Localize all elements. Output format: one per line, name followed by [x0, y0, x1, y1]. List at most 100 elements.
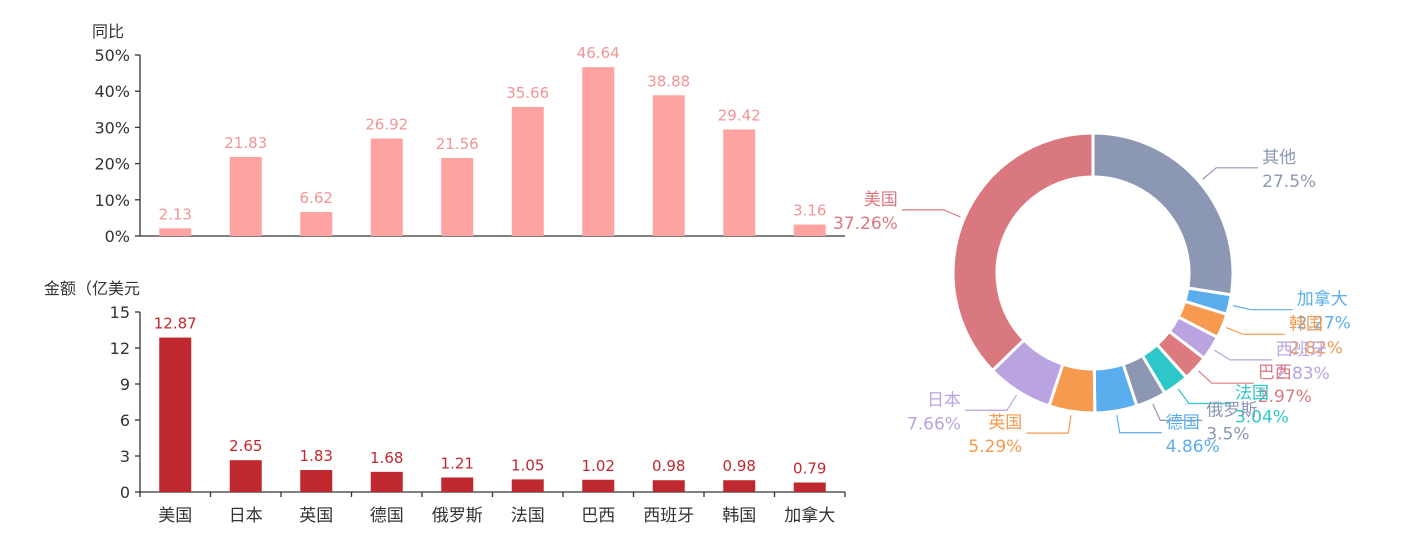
- yoy-data-label: 46.64: [577, 44, 620, 62]
- amount-y-tick-label: 15: [110, 303, 130, 322]
- amount-category-label: 英国: [299, 506, 333, 526]
- amount-y-tick-label: 12: [110, 339, 130, 358]
- amount-data-label: 1.05: [511, 456, 544, 474]
- yoy-data-label: 26.92: [365, 116, 408, 134]
- amount-category-label: 德国: [370, 506, 404, 526]
- amount-category-label: 法国: [511, 506, 545, 526]
- donut-slice-value: 2.27%: [1297, 314, 1351, 334]
- yoy-bar-chart: 同比 0% 10% 20% 30% 40% 50% 2.13 21.83 6.62 26.92 21…: [92, 22, 845, 246]
- share-donut-chart: 其他 27.5% 加拿大 2.27%韩国 2.82%西班牙 2.83%巴西 2.97%法国 3…: [833, 131, 1351, 457]
- donut-leader-line: [1177, 388, 1231, 405]
- amount-data-label: 1.83: [300, 447, 333, 465]
- yoy-y-tick-label: 50%: [94, 46, 130, 65]
- donut-slice-value: 3.5%: [1206, 424, 1249, 444]
- yoy-bar: [300, 212, 333, 236]
- amount-bar-chart: 金额（亿美元 0 3 6 9 12 15 12.87 2.65 1.83 1.68 1.21 1.05…: [44, 279, 846, 526]
- amount-data-label: 2.65: [229, 437, 262, 455]
- amount-data-label: 1.02: [582, 457, 615, 475]
- amount-bar: [370, 471, 403, 492]
- yoy-data-label: 29.42: [718, 106, 761, 124]
- donut-leader-line: [1116, 414, 1162, 434]
- yoy-data-label: 35.66: [506, 84, 549, 102]
- yoy-data-label: 3.16: [793, 202, 826, 220]
- donut-leader-line: [1202, 167, 1259, 180]
- amount-y-tick-label: 3: [120, 447, 130, 466]
- donut-leader-line: [901, 209, 961, 218]
- donut-slice-name: 巴西: [1258, 363, 1292, 383]
- donut-slice-name: 日本: [927, 390, 961, 410]
- donut-slice-value: 37.26%: [833, 214, 898, 234]
- amount-category-label: 美国: [158, 506, 192, 526]
- donut-slice-name: 西班牙: [1276, 340, 1327, 360]
- donut-leader-line: [1226, 326, 1285, 335]
- yoy-axis-title: 同比: [92, 22, 124, 41]
- donut-leader-line: [1214, 349, 1272, 361]
- donut-slice-name: 其他: [1262, 148, 1296, 168]
- amount-bar: [793, 482, 826, 492]
- donut-slice-name: 韩国: [1289, 314, 1323, 334]
- amount-data-label: 0.98: [723, 457, 756, 475]
- amount-category-label: 俄罗斯: [432, 506, 483, 526]
- amount-data-label: 1.21: [441, 454, 474, 472]
- yoy-bar: [652, 95, 685, 237]
- donut-leader-line: [964, 394, 1018, 411]
- amount-bar: [723, 480, 756, 492]
- amount-data-label: 0.98: [652, 457, 685, 475]
- amount-category-label: 日本: [229, 506, 263, 526]
- donut-leader-line: [1233, 305, 1293, 311]
- yoy-y-tick-label: 0%: [105, 227, 130, 246]
- yoy-bar: [793, 224, 826, 236]
- amount-bar: [582, 479, 615, 492]
- amount-axis-title: 金额（亿美元: [44, 279, 140, 298]
- donut-slice-name: 加拿大: [1297, 289, 1348, 310]
- donut-slice-name: 英国: [988, 413, 1022, 433]
- donut-slice-name: 美国: [864, 190, 898, 210]
- yoy-data-label: 6.62: [300, 189, 333, 207]
- amount-category-label: 韩国: [722, 506, 756, 526]
- yoy-bar: [159, 228, 192, 236]
- yoy-data-label: 38.88: [647, 72, 690, 90]
- amount-category-label: 巴西: [581, 506, 615, 526]
- donut-slice-value: 4.86%: [1166, 437, 1220, 457]
- yoy-data-label: 2.13: [159, 205, 192, 223]
- yoy-y-tick-label: 10%: [94, 191, 130, 210]
- donut-slice-name: 法国: [1235, 384, 1269, 404]
- donut-leader-line: [1198, 370, 1254, 384]
- amount-y-tick-label: 0: [120, 483, 130, 502]
- donut-leader-line: [1152, 403, 1203, 421]
- donut-slice-value: 2.83%: [1276, 364, 1330, 384]
- donut-slice: [951, 131, 1095, 373]
- donut-slice-value: 2.82%: [1289, 338, 1343, 358]
- donut-slice-value: 27.5%: [1262, 172, 1316, 192]
- amount-bar: [652, 480, 685, 492]
- amount-category-label: 加拿大: [784, 505, 835, 526]
- amount-data-label: 0.79: [793, 460, 826, 478]
- amount-category-label: 西班牙: [643, 506, 694, 526]
- donut-slice-value: 2.97%: [1258, 387, 1312, 407]
- donut-leader-line: [1026, 415, 1072, 434]
- donut-slice-value: 3.04%: [1235, 408, 1289, 428]
- yoy-bar: [511, 106, 544, 236]
- amount-bar: [511, 479, 544, 492]
- yoy-bar: [229, 156, 262, 236]
- donut-slice-value: 7.66%: [907, 414, 961, 434]
- yoy-data-label: 21.56: [436, 135, 479, 153]
- yoy-data-label: 21.83: [224, 134, 267, 152]
- donut-slice-value: 5.29%: [968, 437, 1022, 457]
- amount-bar: [441, 477, 474, 492]
- donut-slice: [1091, 131, 1235, 297]
- yoy-y-tick-label: 40%: [94, 82, 130, 101]
- amount-y-tick-label: 9: [120, 375, 130, 394]
- amount-bar: [229, 460, 262, 492]
- yoy-bar: [441, 157, 474, 236]
- donut-slice-name: 德国: [1166, 413, 1200, 433]
- amount-data-label: 1.68: [370, 449, 403, 467]
- amount-y-tick-label: 6: [120, 411, 130, 430]
- amount-bar: [300, 470, 333, 492]
- yoy-bar: [723, 129, 756, 236]
- amount-bar: [159, 337, 192, 492]
- yoy-y-tick-label: 30%: [94, 118, 130, 137]
- yoy-bar: [582, 67, 615, 236]
- donut-slice-name: 俄罗斯: [1206, 400, 1257, 420]
